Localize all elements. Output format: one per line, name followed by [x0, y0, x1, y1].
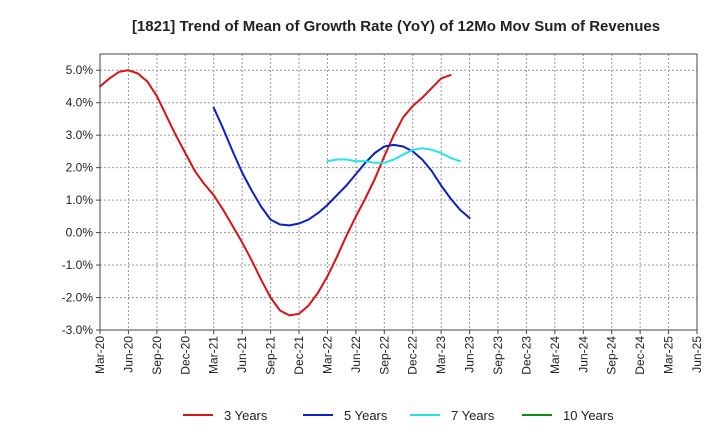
x-tick-label: Mar-20: [93, 336, 107, 374]
x-tick-label: Dec-21: [292, 336, 306, 375]
y-axis: -3.0% -2.0% -1.0% 0.0% 1.0% 2.0% 3.0% 4.0% 5.0%: [62, 63, 100, 337]
x-tick-label: Jun-21: [235, 336, 249, 373]
y-tick-label: 1.0%: [66, 193, 94, 207]
series-line-5-years: [212, 106, 471, 227]
legend-label: 10 Years: [563, 408, 614, 423]
x-tick-label: Sep-20: [150, 336, 164, 375]
x-tick-label: Sep-22: [377, 336, 391, 375]
x-tick-label: Jun-20: [121, 336, 135, 373]
x-tick-label: Sep-24: [605, 336, 619, 375]
y-tick-label: 5.0%: [66, 63, 94, 77]
chart-title: [1821] Trend of Mean of Growth Rate (YoY…: [132, 18, 660, 35]
x-tick-label: Dec-23: [519, 336, 533, 375]
x-tick-label: Jun-25: [690, 336, 704, 373]
x-tick-label: Dec-22: [406, 336, 420, 375]
y-tick-label: 0.0%: [66, 226, 94, 240]
legend-label: 5 Years: [344, 408, 388, 423]
y-tick-label: -2.0%: [62, 291, 94, 305]
plot-frame: [99, 53, 698, 331]
y-tick-label: 2.0%: [66, 161, 94, 175]
x-tick-label: Mar-23: [434, 336, 448, 374]
x-tick-label: Sep-23: [491, 336, 505, 375]
x-tick-label: Sep-21: [264, 336, 278, 375]
legend-label: 7 Years: [451, 408, 495, 423]
x-tick-label: Mar-24: [548, 336, 562, 374]
x-tick-label: Jun-23: [463, 336, 477, 373]
series-lines: [99, 69, 471, 317]
y-tick-label: -1.0%: [62, 258, 94, 272]
legend: 3 Years 5 Years 7 Years 10 Years: [183, 408, 614, 423]
x-axis: Mar-20 Jun-20 Sep-20 Dec-20 Mar-21 Jun-21 Sep-…: [93, 330, 704, 375]
x-tick-label: Mar-21: [207, 336, 221, 374]
x-tick-label: Jun-22: [349, 336, 363, 373]
y-tick-label: -3.0%: [62, 323, 94, 337]
x-tick-label: Mar-25: [662, 336, 676, 374]
x-tick-label: Dec-20: [178, 336, 192, 375]
x-tick-label: Jun-24: [576, 336, 590, 373]
series-line-7-years: [326, 147, 462, 164]
y-tick-label: 3.0%: [66, 128, 94, 142]
legend-label: 3 Years: [224, 408, 268, 423]
y-tick-label: 4.0%: [66, 96, 94, 110]
x-tick-label: Dec-24: [633, 336, 647, 375]
grid: [99, 54, 698, 331]
series-line-3-years: [99, 69, 452, 317]
x-tick-label: Mar-22: [320, 336, 334, 374]
